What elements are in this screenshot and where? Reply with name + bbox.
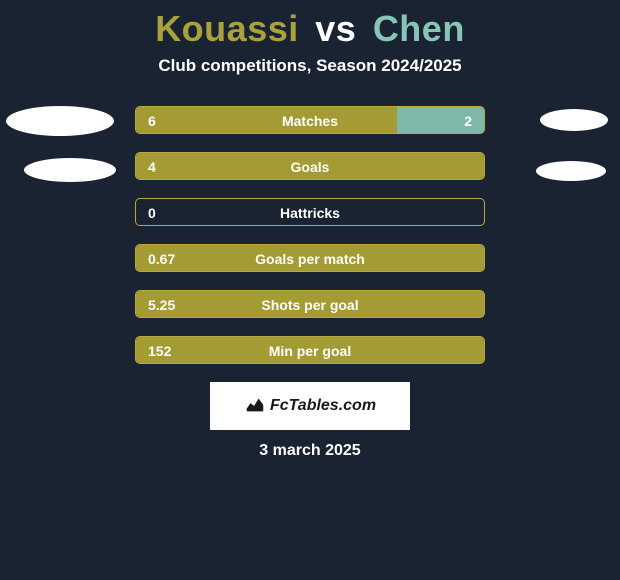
subtitle: Club competitions, Season 2024/2025: [0, 56, 620, 76]
main-area: Matches6 2 Goals4 Hattricks0 Goals per match…: [0, 106, 620, 460]
watermark-text: FcTables.com: [270, 397, 376, 415]
stats-list: Matches6 2 Goals4 Hattricks0 Goals per match…: [135, 106, 485, 364]
player1-avatar-shape-1: [6, 106, 114, 136]
chart-icon: [244, 393, 266, 420]
stat-label: Goals: [136, 153, 484, 180]
stat-row: Shots per goal5.25: [135, 290, 485, 318]
player2-avatar-shape-1: [540, 109, 608, 131]
stat-value-left: 6: [148, 107, 156, 134]
stat-value-left: 0.67: [148, 245, 175, 272]
page-title: Kouassi vs Chen: [0, 8, 620, 50]
stat-row: Goals4: [135, 152, 485, 180]
stat-value-left: 152: [148, 337, 171, 364]
stat-row: Min per goal152: [135, 336, 485, 364]
stat-value-left: 0: [148, 199, 156, 226]
vs-text: vs: [315, 8, 356, 49]
stat-label: Shots per goal: [136, 291, 484, 318]
player2-name: Chen: [373, 8, 465, 49]
stat-value-left: 5.25: [148, 291, 175, 318]
stat-label: Hattricks: [136, 199, 484, 226]
player1-name: Kouassi: [155, 8, 299, 49]
stat-value-right: 2: [464, 107, 472, 134]
stat-label: Min per goal: [136, 337, 484, 364]
date-text: 3 march 2025: [0, 442, 620, 460]
stat-value-left: 4: [148, 153, 156, 180]
stat-row: Matches6 2: [135, 106, 485, 134]
player2-avatar-shape-2: [536, 161, 606, 181]
stat-label: Goals per match: [136, 245, 484, 272]
watermark[interactable]: FcTables.com: [210, 382, 410, 430]
stat-label: Matches: [136, 107, 484, 134]
stat-row: Hattricks0: [135, 198, 485, 226]
stat-row: Goals per match0.67: [135, 244, 485, 272]
comparison-card: Kouassi vs Chen Club competitions, Seaso…: [0, 0, 620, 460]
player1-avatar-shape-2: [24, 158, 116, 182]
